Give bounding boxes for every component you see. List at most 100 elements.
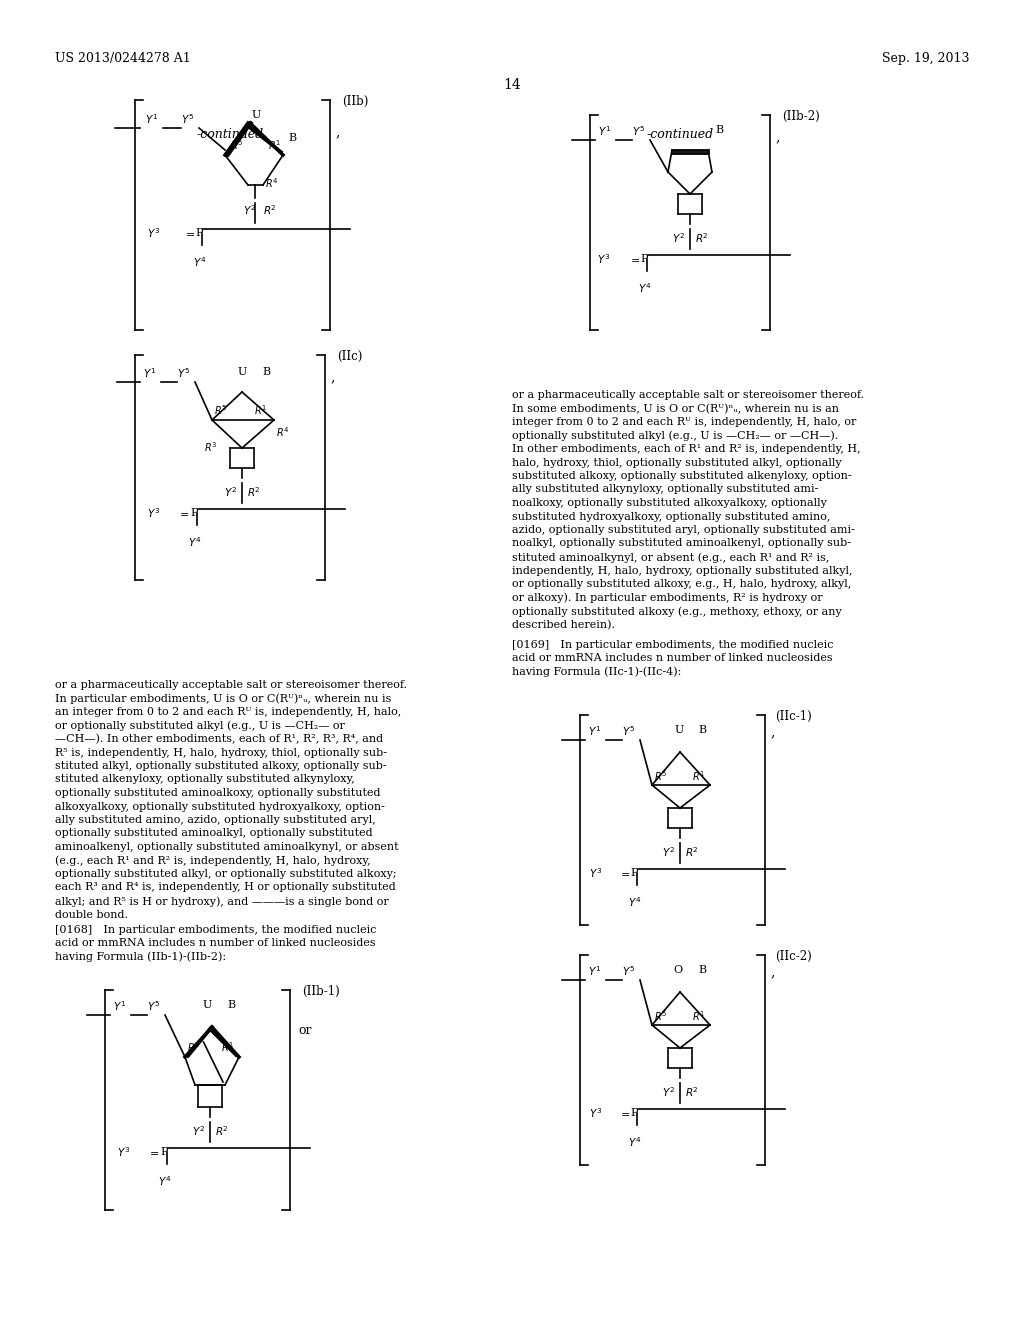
Text: $Y^3$: $Y^3$ [597,252,610,265]
Text: or optionally substituted alkyl (e.g., U is —CH₂— or: or optionally substituted alkyl (e.g., U… [55,721,345,731]
Text: stituted alkyl, optionally substituted alkoxy, optionally sub-: stituted alkyl, optionally substituted a… [55,762,387,771]
Text: 14: 14 [503,78,521,92]
Text: U: U [675,725,684,735]
Text: ,: , [770,965,774,979]
Text: $Y^2$: $Y^2$ [224,484,237,499]
Text: -continued: -continued [646,128,714,141]
Text: $Y^1$: $Y^1$ [588,964,601,978]
Text: stituted aminoalkynyl, or absent (e.g., each R¹ and R² is,: stituted aminoalkynyl, or absent (e.g., … [512,552,829,562]
Text: $R^4$: $R^4$ [276,425,290,438]
Text: $Y^3$: $Y^3$ [117,1144,130,1159]
Text: $Y^2$: $Y^2$ [672,231,685,244]
Text: (IIb): (IIb) [342,95,369,108]
Text: P: P [640,253,647,264]
Text: (e.g., each R¹ and R² is, independently, H, halo, hydroxy,: (e.g., each R¹ and R² is, independently,… [55,855,371,866]
Text: acid or mmRNA includes n number of linked nucleosides: acid or mmRNA includes n number of linke… [512,653,833,663]
Text: (IIc-2): (IIc-2) [775,950,812,964]
Text: $=$: $=$ [183,228,196,238]
Text: aminoalkenyl, optionally substituted aminoalkynyl, or absent: aminoalkenyl, optionally substituted ami… [55,842,398,851]
Text: or a pharmaceutically acceptable salt or stereoisomer thereof.: or a pharmaceutically acceptable salt or… [512,389,864,400]
Text: $Y^4$: $Y^4$ [158,1173,171,1188]
Text: an integer from 0 to 2 and each Rᵁ is, independently, H, halo,: an integer from 0 to 2 and each Rᵁ is, i… [55,708,401,717]
Text: $R^5$: $R^5$ [654,1010,668,1023]
Text: —CH—). In other embodiments, each of R¹, R², R³, R⁴, and: —CH—). In other embodiments, each of R¹,… [55,734,383,744]
Text: $R^2$: $R^2$ [263,203,276,216]
Text: $=$: $=$ [618,869,631,878]
Text: P: P [190,508,198,517]
Text: B: B [288,133,296,143]
Text: independently, H, halo, hydroxy, optionally substituted alkyl,: independently, H, halo, hydroxy, optiona… [512,565,853,576]
Text: $=$: $=$ [147,1147,160,1158]
Text: B: B [227,1001,236,1010]
Text: $Y^5$: $Y^5$ [181,112,194,125]
Text: O: O [673,965,682,975]
Text: substituted hydroxyalkoxy, optionally substituted amino,: substituted hydroxyalkoxy, optionally su… [512,511,830,521]
Text: noalkyl, optionally substituted aminoalkenyl, optionally sub-: noalkyl, optionally substituted aminoalk… [512,539,851,549]
Text: $Y^4$: $Y^4$ [628,1135,641,1148]
Text: $Y^3$: $Y^3$ [589,866,602,880]
Text: double bond.: double bond. [55,909,128,920]
Text: $Y^5$: $Y^5$ [622,725,635,738]
Text: $R^3$: $R^3$ [204,440,217,454]
Text: ,: , [775,129,779,144]
Text: alkyl; and R⁵ is H or hydroxy), and ———is a single bond or: alkyl; and R⁵ is H or hydroxy), and ———i… [55,896,389,907]
Text: $=$: $=$ [628,253,640,264]
Text: $R^1$: $R^1$ [692,770,706,783]
Text: (IIc): (IIc) [337,350,362,363]
Text: having Formula (IIc-1)-(IIc-4):: having Formula (IIc-1)-(IIc-4): [512,667,681,677]
Text: US 2013/0244278 A1: US 2013/0244278 A1 [55,51,190,65]
Text: $Y^1$: $Y^1$ [588,725,601,738]
Text: $Y^2$: $Y^2$ [193,1125,205,1138]
Text: alkoxyalkoxy, optionally substituted hydroxyalkoxy, option-: alkoxyalkoxy, optionally substituted hyd… [55,801,385,812]
Text: or a pharmaceutically acceptable salt or stereoisomer thereof.: or a pharmaceutically acceptable salt or… [55,680,408,690]
Text: acid or mmRNA includes n number of linked nucleosides: acid or mmRNA includes n number of linke… [55,939,376,948]
Text: $R^2$: $R^2$ [685,1085,698,1098]
Text: $Y^4$: $Y^4$ [193,255,206,269]
Text: integer from 0 to 2 and each Rᵁ is, independently, H, halo, or: integer from 0 to 2 and each Rᵁ is, inde… [512,417,856,426]
Text: ,: , [770,725,774,739]
Text: [0169] In particular embodiments, the modified nucleic: [0169] In particular embodiments, the mo… [512,640,834,649]
Text: (IIb-2): (IIb-2) [782,110,820,123]
Text: each R³ and R⁴ is, independently, H or optionally substituted: each R³ and R⁴ is, independently, H or o… [55,883,395,892]
Text: $Y^1$: $Y^1$ [143,366,156,380]
Text: P: P [195,228,203,238]
Text: In other embodiments, each of R¹ and R² is, independently, H,: In other embodiments, each of R¹ and R² … [512,444,860,454]
Text: substituted alkoxy, optionally substituted alkenyloxy, option-: substituted alkoxy, optionally substitut… [512,471,852,480]
Text: $R^1$: $R^1$ [692,1010,706,1023]
Text: described herein).: described herein). [512,619,615,630]
Text: halo, hydroxy, thiol, optionally substituted alkyl, optionally: halo, hydroxy, thiol, optionally substit… [512,458,842,467]
Text: P: P [630,869,638,878]
Text: ally substituted amino, azido, optionally substituted aryl,: ally substituted amino, azido, optionall… [55,814,376,825]
Text: stituted alkenyloxy, optionally substituted alkynyloxy,: stituted alkenyloxy, optionally substitu… [55,775,354,784]
Text: optionally substituted aminoalkoxy, optionally substituted: optionally substituted aminoalkoxy, opti… [55,788,381,799]
Text: $R^1$: $R^1$ [254,403,267,417]
Text: P: P [160,1147,168,1158]
Text: $Y^5$: $Y^5$ [622,964,635,978]
Text: azido, optionally substituted aryl, optionally substituted ami-: azido, optionally substituted aryl, opti… [512,525,855,535]
Text: $R^1$: $R^1$ [268,139,282,152]
Text: $Y^1$: $Y^1$ [113,999,126,1012]
Text: P: P [630,1107,638,1118]
Text: $Y^5$: $Y^5$ [147,999,160,1012]
Text: B: B [262,367,270,378]
Text: [0168] In particular embodiments, the modified nucleic: [0168] In particular embodiments, the mo… [55,925,377,935]
Text: In particular embodiments, U is O or C(Rᵁ)ⁿᵤ, wherein nu is: In particular embodiments, U is O or C(R… [55,693,391,704]
Text: $R^2$: $R^2$ [695,231,709,244]
Text: In some embodiments, U is O or C(Rᵁ)ⁿᵤ, wherein nu is an: In some embodiments, U is O or C(Rᵁ)ⁿᵤ, … [512,404,839,414]
Text: $Y^1$: $Y^1$ [598,124,611,139]
Text: B: B [698,725,707,735]
Text: $R^5$: $R^5$ [187,1040,201,1053]
Text: $R^5$: $R^5$ [214,403,227,417]
Text: $Y^2$: $Y^2$ [662,1085,675,1098]
Text: or optionally substituted alkoxy, e.g., H, halo, hydroxy, alkyl,: or optionally substituted alkoxy, e.g., … [512,579,851,589]
Text: $Y^3$: $Y^3$ [146,506,160,520]
Text: $R^2$: $R^2$ [685,845,698,859]
Text: $Y^4$: $Y^4$ [638,281,651,294]
Text: $Y^3$: $Y^3$ [146,226,160,240]
Text: (IIb-1): (IIb-1) [302,985,340,998]
Text: $=$: $=$ [177,508,189,517]
Text: U: U [252,110,261,120]
Text: optionally substituted alkyl (e.g., U is —CH₂— or —CH—).: optionally substituted alkyl (e.g., U is… [512,430,839,441]
Text: noalkoxy, optionally substituted alkoxyalkoxy, optionally: noalkoxy, optionally substituted alkoxya… [512,498,826,508]
Text: or alkoxy). In particular embodiments, R² is hydroxy or: or alkoxy). In particular embodiments, R… [512,593,822,603]
